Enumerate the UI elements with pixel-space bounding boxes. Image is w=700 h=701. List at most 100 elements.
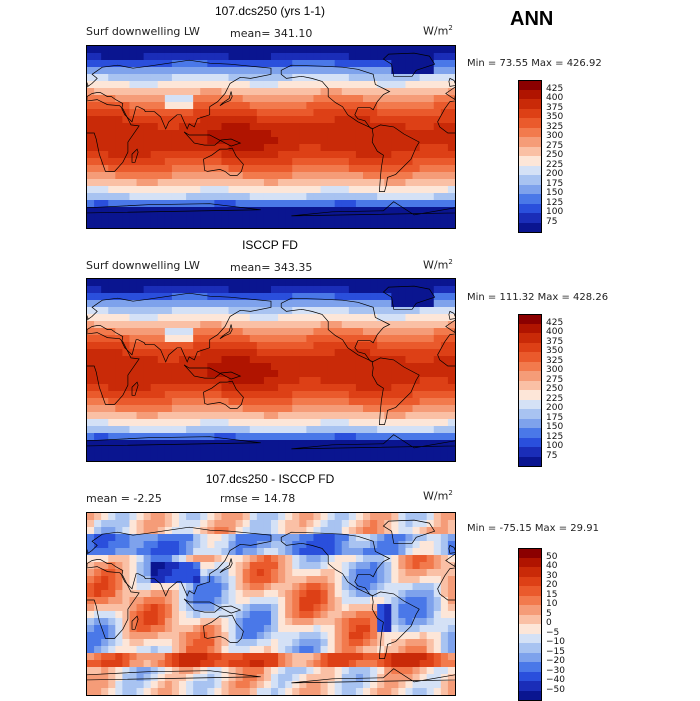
field-cell (391, 625, 399, 633)
field-cell (193, 405, 201, 413)
field-cell (264, 214, 272, 222)
field-cell (391, 597, 399, 605)
field-cell (186, 398, 194, 406)
field-cell (342, 384, 350, 392)
field-cell (172, 53, 180, 61)
field-cell (137, 681, 145, 689)
field-cell (349, 293, 357, 301)
field-cell (200, 639, 208, 647)
field-cell (144, 625, 152, 633)
field-cell (420, 541, 428, 549)
field-cell (94, 81, 102, 89)
field-cell (243, 60, 251, 68)
field-cell (122, 286, 130, 294)
field-cell (221, 300, 229, 308)
field-cell (306, 137, 314, 145)
field-cell (257, 454, 265, 461)
field-cell (200, 53, 208, 61)
field-cell (349, 102, 357, 110)
field-cell (420, 639, 428, 647)
field-cell (172, 398, 180, 406)
field-cell (236, 590, 244, 598)
field-cell (278, 109, 286, 117)
field-cell (363, 384, 371, 392)
field-cell (448, 412, 455, 420)
field-cell (207, 419, 215, 427)
field-cell (264, 130, 272, 138)
field-cell (413, 398, 421, 406)
field-cell (299, 95, 307, 103)
field-cell (158, 625, 166, 633)
field-cell (264, 151, 272, 159)
field-cell (172, 144, 180, 152)
field-cell (172, 151, 180, 159)
field-cell (115, 653, 123, 661)
field-cell (271, 555, 279, 563)
field-cell (101, 618, 109, 626)
field-cell (158, 632, 166, 640)
field-cell (448, 109, 455, 117)
field-cell (370, 520, 378, 528)
field-cell (342, 200, 350, 208)
field-cell (250, 53, 258, 61)
field-cell (172, 95, 180, 103)
field-cell (292, 653, 300, 661)
field-cell (243, 384, 251, 392)
field-cell (264, 95, 272, 103)
field-cell (292, 625, 300, 633)
field-cell (115, 130, 123, 138)
field-cell (434, 527, 442, 535)
field-cell (144, 67, 152, 75)
field-cell (214, 555, 222, 563)
field-cell (299, 433, 307, 441)
field-cell (434, 604, 442, 612)
field-cell (313, 653, 321, 661)
field-cell (271, 447, 279, 455)
field-cell (292, 660, 300, 668)
field-cell (299, 207, 307, 215)
field-cell (151, 123, 159, 131)
field-cell (137, 398, 145, 406)
field-cell (384, 74, 392, 82)
field-cell (434, 555, 442, 563)
field-cell (278, 60, 286, 68)
field-cell (356, 660, 364, 668)
field-cell (292, 555, 300, 563)
field-cell (236, 193, 244, 201)
field-cell (257, 440, 265, 448)
field-cell (94, 102, 102, 110)
field-cell (87, 53, 95, 61)
field-cell (356, 513, 364, 521)
field-cell (264, 548, 272, 556)
field-cell (94, 419, 102, 427)
field-cell (87, 576, 95, 584)
field-cell (335, 576, 343, 584)
field-cell (158, 520, 166, 528)
field-cell (405, 597, 413, 605)
field-cell (321, 307, 329, 315)
field-cell (405, 660, 413, 668)
field-cell (377, 527, 385, 535)
field-cell (328, 307, 336, 315)
field-cell (165, 405, 173, 413)
field-cell (377, 377, 385, 385)
field-cell (278, 447, 286, 455)
field-cell (398, 53, 406, 61)
field-cell (144, 433, 152, 441)
field-cell (264, 674, 272, 682)
field-cell (313, 576, 321, 584)
field-cell (250, 433, 258, 441)
field-cell (306, 625, 314, 633)
field-cell (137, 660, 145, 668)
field-cell (292, 300, 300, 308)
field-cell (172, 193, 180, 201)
field-cell (391, 158, 399, 166)
field-cell (250, 398, 258, 406)
field-cell (434, 67, 442, 75)
field-cell (179, 590, 187, 598)
field-cell (335, 426, 343, 434)
field-cell (207, 193, 215, 201)
field-cell (137, 158, 145, 166)
field-cell (427, 597, 435, 605)
field-cell (264, 398, 272, 406)
